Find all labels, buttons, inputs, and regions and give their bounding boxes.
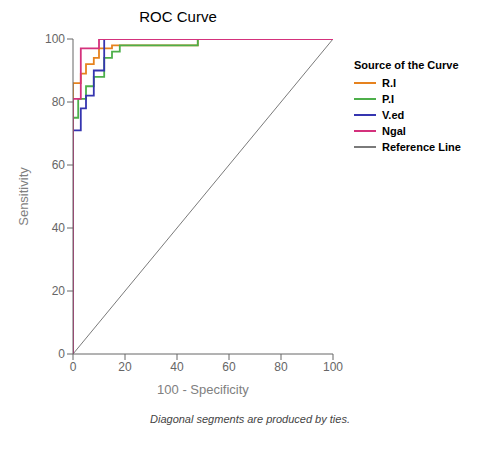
html-text:Diagonal segments are produced: Diagonal segments are produced by ties.: [150, 413, 350, 425]
html-text:Ngal: Ngal: [382, 125, 406, 137]
svg-text:100: 100: [45, 32, 65, 46]
html-text:Source of the Curve: Source of the Curve: [354, 59, 459, 71]
svg-text:Sensitivity: Sensitivity: [16, 167, 31, 226]
svg-text:0: 0: [58, 347, 65, 361]
svg-text:40: 40: [52, 221, 66, 235]
svg-text:40: 40: [170, 360, 184, 374]
svg-text:20: 20: [52, 284, 66, 298]
html-text:ROC Curve: ROC Curve: [139, 8, 217, 25]
html-text:R.I: R.I: [382, 77, 397, 89]
html-text:V.ed: V.ed: [382, 109, 405, 121]
html-text:P.I: P.I: [382, 93, 394, 105]
svg-text:20: 20: [118, 360, 132, 374]
svg-text:100: 100: [323, 360, 343, 374]
svg-text:80: 80: [274, 360, 288, 374]
svg-text:100 - Specificity: 100 - Specificity: [157, 382, 249, 397]
svg-text:60: 60: [222, 360, 236, 374]
svg-text:60: 60: [52, 158, 66, 172]
svg-text:0: 0: [70, 360, 77, 374]
svg-text:80: 80: [52, 95, 66, 109]
html-text:Reference Line: Reference Line: [382, 141, 461, 153]
